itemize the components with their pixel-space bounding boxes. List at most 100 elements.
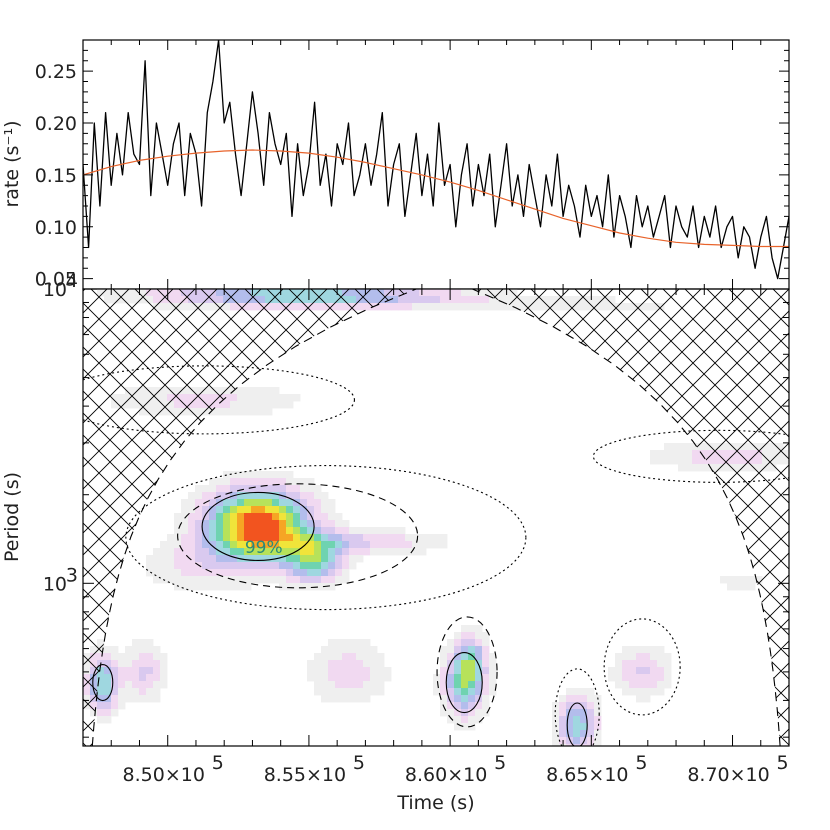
- power-cell: [433, 303, 441, 311]
- power-cell: [489, 653, 497, 661]
- power-cell: [251, 485, 259, 493]
- power-cell: [370, 688, 378, 696]
- power-cell: [321, 513, 329, 521]
- coi-right-edge: [472, 289, 781, 746]
- power-cell: [97, 674, 105, 682]
- power-cell: [272, 506, 280, 514]
- power-cell: [370, 674, 378, 682]
- power-cell: [552, 744, 560, 746]
- power-cell: [335, 555, 343, 563]
- power-cell: [293, 513, 301, 521]
- power-cell: [300, 576, 308, 584]
- power-cell: [454, 688, 462, 696]
- power-cell: [314, 548, 322, 556]
- power-cell: [216, 576, 224, 584]
- power-cell: [615, 660, 623, 668]
- power-cell: [349, 653, 357, 661]
- power-cell: [293, 576, 301, 584]
- power-cell: [132, 688, 140, 696]
- power-cell: [188, 534, 196, 542]
- power-cell: [202, 548, 210, 556]
- power-cell: [321, 660, 329, 668]
- power-cell: [391, 296, 399, 304]
- power-cell: [377, 688, 385, 696]
- power-cell: [139, 688, 147, 696]
- power-cell: [300, 555, 308, 563]
- power-cell: [328, 569, 336, 577]
- power-cell: [167, 555, 175, 563]
- wavelet-plot: [83, 289, 789, 746]
- power-cell: [104, 702, 112, 710]
- power-cell: [622, 646, 630, 654]
- power-cell: [300, 506, 308, 514]
- power-cell: [363, 667, 371, 675]
- power-cell: [139, 639, 147, 647]
- power-cell: [251, 555, 259, 563]
- power-cell: [356, 555, 364, 563]
- power-cell: [657, 653, 665, 661]
- power-cell: [223, 394, 231, 402]
- power-cell: [251, 513, 259, 521]
- power-cell: [293, 569, 301, 577]
- power-cell: [342, 527, 350, 535]
- power-cell: [342, 653, 350, 661]
- power-cell: [216, 520, 224, 528]
- power-cell: [188, 520, 196, 528]
- power-cell: [258, 576, 266, 584]
- power-cell: [573, 730, 581, 738]
- power-cell: [139, 653, 147, 661]
- power-cell: [286, 541, 294, 549]
- power-cell: [314, 674, 322, 682]
- power-cell: [475, 303, 483, 311]
- ytick-label: 0.10: [35, 217, 77, 239]
- power-cell: [244, 569, 252, 577]
- power-cell: [468, 625, 476, 633]
- power-cell: [734, 576, 742, 584]
- power-cell: [468, 660, 476, 668]
- power-cell: [195, 492, 203, 500]
- power-cell: [111, 646, 119, 654]
- power-cell: [223, 513, 231, 521]
- power-cell: [286, 520, 294, 528]
- power-cell: [223, 499, 231, 507]
- trend-line: [83, 149, 789, 248]
- power-cell: [160, 674, 168, 682]
- power-cell: [125, 688, 133, 696]
- power-cell: [342, 541, 350, 549]
- power-cell: [230, 513, 238, 521]
- power-cell: [440, 289, 448, 297]
- power-cell: [370, 541, 378, 549]
- power-cell: [482, 688, 490, 696]
- power-cell: [118, 688, 126, 696]
- power-cell: [181, 576, 189, 584]
- power-cell: [734, 583, 742, 591]
- power-cell: [286, 548, 294, 556]
- power-cell: [384, 667, 392, 675]
- power-cell: [454, 667, 462, 675]
- power-cell: [258, 394, 266, 402]
- power-cell: [244, 478, 252, 486]
- power-cell: [426, 541, 434, 549]
- power-cell: [636, 674, 644, 682]
- power-cell: [265, 576, 273, 584]
- power-cell: [293, 541, 301, 549]
- power-cell: [251, 401, 259, 409]
- power-cell: [272, 387, 280, 395]
- power-cell: [349, 688, 357, 696]
- power-cell: [356, 667, 364, 675]
- power-cell: [258, 513, 266, 521]
- power-cell: [454, 723, 462, 731]
- power-cell: [328, 499, 336, 507]
- power-cell: [307, 667, 315, 675]
- power-cell: [251, 569, 259, 577]
- power-cell: [132, 639, 140, 647]
- power-cell: [153, 681, 161, 689]
- power-cell: [202, 569, 210, 577]
- power-cell: [230, 534, 238, 542]
- power-cell: [587, 716, 595, 724]
- power-cell: [594, 702, 602, 710]
- power-cell: [258, 520, 266, 528]
- power-cell: [349, 534, 357, 542]
- power-cell: [265, 562, 273, 570]
